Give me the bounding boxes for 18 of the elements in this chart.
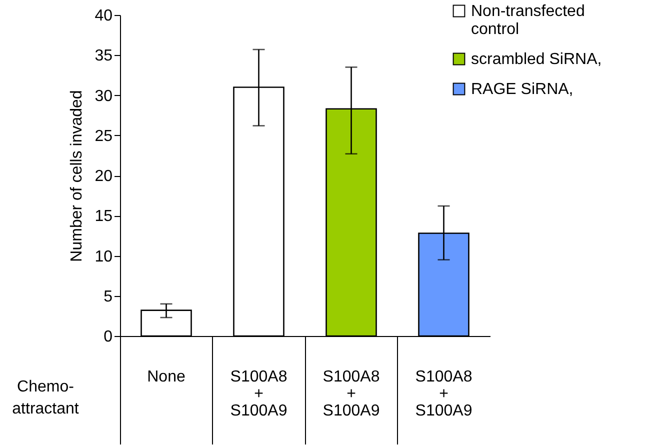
y-tick-label: 30 [94,88,113,105]
y-tick-label: 5 [104,288,113,306]
x-tick-label: None [147,368,186,386]
x-tick-label: S100A8 + S100A9 [230,368,288,420]
y-tick-label: 25 [94,128,113,145]
y-tick-label: 0 [104,328,113,346]
y-tick-label: 10 [94,248,113,266]
y-tick-label: 35 [94,48,113,65]
y-axis-title: Number of cells invaded [68,90,86,262]
y-tick-label: 15 [94,208,113,226]
x-axis-title: Chemo-attractant [12,378,80,418]
x-tick-label: S100A8 + S100A9 [415,368,472,420]
legend-label: RAGE SiRNA, [471,81,574,98]
legend-label: Non-transfected control [471,3,585,38]
x-tick-label: S100A8 + S100A9 [322,368,380,420]
legend-label: scrambled SiRNA, [471,51,602,68]
y-tick-label: 20 [94,168,113,185]
y-tick-label: 40 [94,8,113,24]
